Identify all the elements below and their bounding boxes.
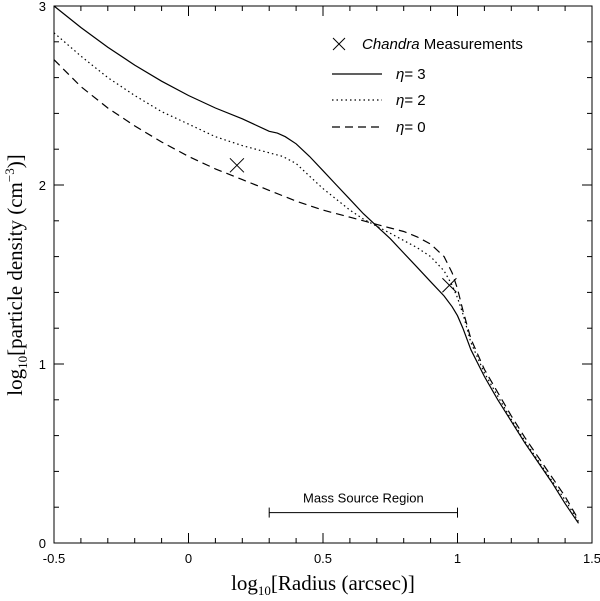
legend-label-eta3: η= 3 <box>396 66 426 83</box>
y-tick-label: 1 <box>39 357 46 372</box>
x-tick-label: 1 <box>454 551 461 566</box>
series-layer <box>53 5 580 524</box>
x-tick-label: -0.5 <box>43 551 65 566</box>
y-tick-label: 2 <box>39 178 46 193</box>
plot-frame <box>53 5 593 544</box>
legend-label-eta2: η= 2 <box>396 92 426 109</box>
measurement-marker-icon <box>442 277 457 293</box>
x-tick-label: 0.5 <box>314 551 332 566</box>
series-line-dotted <box>53 32 580 522</box>
series-line-solid <box>53 5 579 524</box>
y-axis-title: log10[particle density (cm−3)] <box>2 154 30 395</box>
mass-source-annotation: Mass Source Region <box>268 491 458 518</box>
mass-source-label: Mass Source Region <box>303 491 424 506</box>
legend: Chandra Measurements η= 3 η= 2 η= 0 <box>332 36 523 136</box>
legend-label-eta0: η= 0 <box>396 119 426 136</box>
y-tick-label: 3 <box>39 0 46 14</box>
y-tick-label: 0 <box>39 536 46 551</box>
legend-marker-icon <box>332 37 346 51</box>
x-tick-label: 1.5 <box>583 551 600 566</box>
legend-measurement-label: Chandra Measurements <box>362 36 523 53</box>
x-tick-label: 0 <box>185 551 192 566</box>
measurement-marker-icon <box>229 157 245 173</box>
x-axis-title: log10[Radius (arcsec)] <box>231 571 415 598</box>
measurement-layer <box>229 157 457 293</box>
series-line-dashed <box>53 59 580 521</box>
